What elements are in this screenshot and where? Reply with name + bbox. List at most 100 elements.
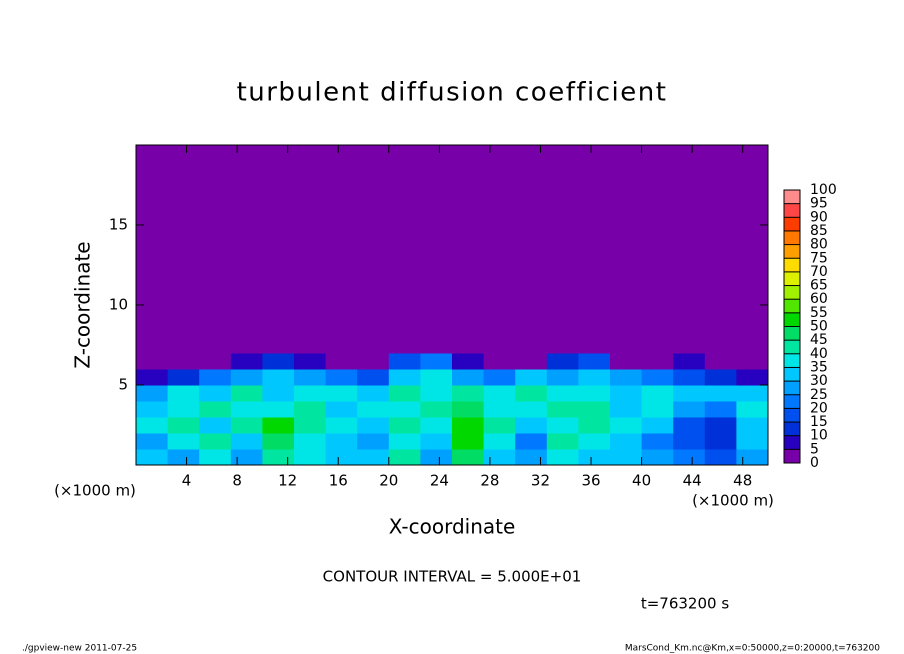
heat-cell [546,385,579,402]
heat-cell [452,433,485,450]
colorbar-label: 95 [810,196,828,212]
heat-cell [357,417,390,434]
heat-cell [136,401,169,418]
heat-cell [230,449,263,466]
x-tick-label: 28 [480,472,499,490]
heat-cell [578,385,611,402]
x-tick-label: 16 [329,472,348,490]
heat-cell [736,353,769,370]
heat-cell [420,369,453,386]
colorbar-label: 40 [810,346,828,362]
heat-cell [167,417,200,434]
x-tick-label: 12 [278,472,297,490]
colorbar-label: 60 [810,291,828,307]
colorbar-label: 0 [810,455,819,471]
heat-cell [452,385,485,402]
colorbar-swatch [784,367,800,382]
colorbar-label: 65 [810,278,828,294]
heat-cell [388,145,421,354]
heat-cell [294,401,327,418]
heat-cell [515,145,548,354]
heat-cell [673,369,706,386]
heat-cell [578,353,611,370]
colorbar-swatch [784,203,800,218]
colorbar-swatch [784,353,800,368]
y-tick-label: 15 [109,216,128,234]
heat-cell [167,385,200,402]
heat-cell [641,401,674,418]
heat-cell [136,369,169,386]
heat-cell [136,353,169,370]
heat-cell [294,369,327,386]
heat-cell [483,369,516,386]
heat-cell [452,449,485,466]
x-unit-label: (×1000 m) [692,492,774,510]
heat-cell [262,353,295,370]
heat-cell [357,401,390,418]
y-tick-label: 5 [118,376,128,394]
heat-cell [483,417,516,434]
heat-cell [704,417,737,434]
heat-cell [515,401,548,418]
contour-interval: CONTOUR INTERVAL = 5.000E+01 [323,568,582,586]
heat-cell [546,353,579,370]
heat-cell [325,449,358,466]
heat-cell [673,385,706,402]
colorbar-swatch [784,408,800,423]
heat-cell [704,401,737,418]
colorbar-label: 10 [810,428,828,444]
heat-cell [325,353,358,370]
heat-cell [199,353,232,370]
heat-cell [325,401,358,418]
heat-cell [199,417,232,434]
x-tick-label: 4 [182,472,192,490]
colorbar-swatch [784,326,800,341]
colorbar-label: 75 [810,250,828,266]
x-tick-label: 20 [379,472,398,490]
heat-cell [546,145,579,354]
colorbar-swatch [784,230,800,245]
heat-cell [357,353,390,370]
heat-cell [673,401,706,418]
heat-cell [704,433,737,450]
heat-cell [641,417,674,434]
heat-cell [736,433,769,450]
heat-cell [199,369,232,386]
heat-cell [420,417,453,434]
heat-cell [452,353,485,370]
heat-cell [704,449,737,466]
heat-cell [610,353,643,370]
x-tick-label: 36 [581,472,600,490]
y-axis-label: Z-coordinate [71,241,95,368]
heat-cell [610,145,643,354]
heat-cell [388,369,421,386]
colorbar-swatch [784,190,800,204]
heat-cell [230,369,263,386]
heat-cell [452,401,485,418]
heat-cell [704,353,737,370]
colorbar-label: 35 [810,359,828,375]
colorbar-label: 25 [810,387,828,403]
colorbar-label: 85 [810,223,828,239]
heat-cell [167,433,200,450]
x-tick-label: 32 [531,472,550,490]
time-label: t=763200 s [641,595,729,613]
heat-cell [578,369,611,386]
heat-cell [388,353,421,370]
heat-cell [325,369,358,386]
heat-cell [199,145,232,354]
heat-cell [262,433,295,450]
heat-cell [452,369,485,386]
heat-cell [641,353,674,370]
colorbar-swatch [784,258,800,272]
heat-cell [736,145,769,354]
heat-cell [294,449,327,466]
colorbar-label: 30 [810,373,828,389]
heat-cell [357,369,390,386]
heat-cell [136,449,169,466]
heat-cell [483,385,516,402]
heat-cell [262,385,295,402]
heat-cell [546,433,579,450]
heat-cell [673,353,706,370]
colorbar-label: 5 [810,441,819,457]
